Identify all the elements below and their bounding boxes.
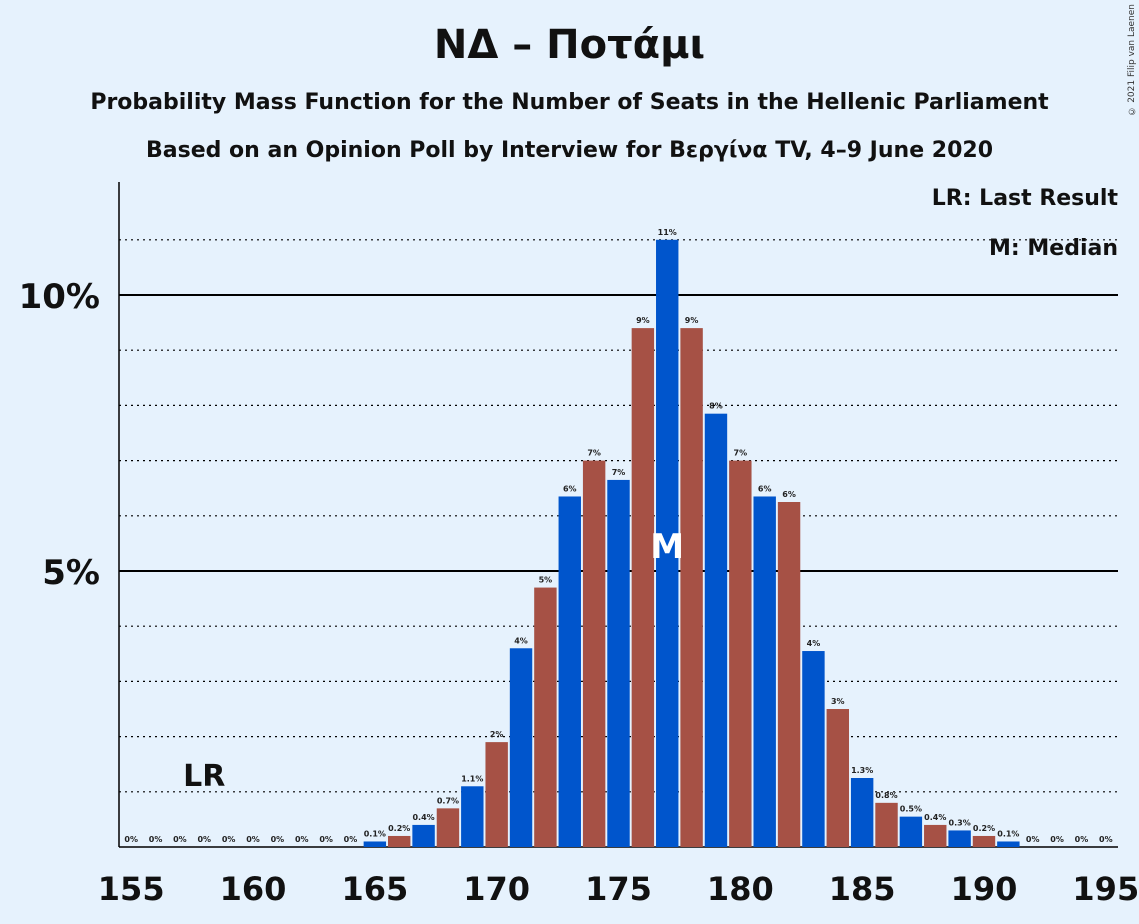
chart-title: ΝΔ – Ποτάμι — [433, 22, 706, 68]
bar-label-188: 0.4% — [924, 813, 946, 822]
bar-label-179: 8% — [709, 402, 723, 411]
bar-label-191: 0.1% — [997, 829, 1019, 838]
last-result-marker: LR — [183, 759, 225, 794]
bar-label-192: 0% — [1026, 835, 1040, 844]
bar-183 — [802, 651, 825, 847]
bar-label-160: 0% — [246, 835, 260, 844]
bar-label-173: 6% — [563, 484, 577, 493]
bar-label-163: 0% — [319, 835, 333, 844]
bar-191 — [997, 841, 1020, 847]
bar-label-170: 2% — [490, 730, 504, 739]
bar-label-166: 0.2% — [388, 824, 410, 833]
bar-170 — [485, 742, 508, 847]
bar-label-194: 0% — [1075, 835, 1089, 844]
bar-167 — [412, 824, 435, 847]
bar-label-171: 4% — [514, 636, 528, 645]
bar-169 — [461, 786, 484, 847]
bar-187 — [899, 816, 923, 847]
bar-label-180: 7% — [734, 449, 748, 458]
bar-label-177: 11% — [658, 228, 677, 237]
x-tick-label: 180 — [707, 870, 774, 908]
bar-label-174: 7% — [587, 449, 601, 458]
y-tick-label: 5% — [42, 553, 100, 593]
bar-173 — [558, 496, 581, 847]
bar-label-183: 4% — [807, 639, 821, 648]
bar-label-155: 0% — [124, 835, 138, 844]
bar-label-189: 0.3% — [949, 818, 971, 827]
y-tick-label: 10% — [19, 277, 100, 317]
bar-166 — [387, 835, 411, 847]
bar-188 — [924, 824, 947, 847]
chart-subtitle: Probability Mass Function for the Number… — [90, 90, 1049, 115]
bar-label-184: 3% — [831, 697, 845, 706]
bar-label-175: 7% — [612, 468, 626, 477]
bar-189 — [948, 830, 971, 847]
x-tick-label: 170 — [463, 870, 530, 908]
median-marker: M — [650, 527, 684, 567]
bar-label-162: 0% — [295, 835, 309, 844]
bar-label-158: 0% — [197, 835, 211, 844]
bar-190 — [972, 835, 996, 847]
bar-178 — [680, 328, 703, 847]
legend-last-result: LR: Last Result — [931, 186, 1118, 211]
bar-label-168: 0.7% — [437, 796, 459, 805]
bar-180 — [729, 460, 752, 847]
bar-label-178: 9% — [685, 316, 699, 325]
bar-168 — [436, 808, 460, 847]
x-tick-label: 155 — [98, 870, 165, 908]
x-tick-label: 160 — [220, 870, 287, 908]
bar-label-195: 0% — [1099, 835, 1113, 844]
x-tick-label: 175 — [585, 870, 652, 908]
bar-label-182: 6% — [782, 490, 796, 499]
bar-label-187: 0.5% — [900, 805, 922, 814]
bar-label-181: 6% — [758, 484, 772, 493]
bar-165 — [363, 841, 387, 847]
bar-label-159: 0% — [222, 835, 236, 844]
x-tick-label: 195 — [1072, 870, 1139, 908]
bar-182 — [777, 502, 801, 847]
bar-label-190: 0.2% — [973, 824, 995, 833]
bar-184 — [826, 709, 850, 847]
bar-label-156: 0% — [149, 835, 163, 844]
bar-label-165: 0.1% — [364, 829, 386, 838]
chart-subtitle-source: Based on an Opinion Poll by Interview fo… — [146, 138, 993, 163]
bar-176 — [631, 328, 655, 847]
bar-label-193: 0% — [1050, 835, 1064, 844]
bar-174 — [582, 460, 606, 847]
bar-185 — [850, 778, 874, 847]
bar-181 — [753, 496, 776, 847]
bar-179 — [704, 413, 728, 847]
bar-177 — [656, 239, 679, 848]
bar-175 — [607, 479, 630, 847]
bar-label-157: 0% — [173, 835, 187, 844]
bar-label-176: 9% — [636, 316, 650, 325]
bar-label-161: 0% — [271, 835, 285, 844]
x-tick-label: 185 — [829, 870, 896, 908]
legend-median: M: Median — [989, 236, 1118, 261]
bar-label-164: 0% — [344, 835, 358, 844]
bar-172 — [534, 587, 557, 847]
bar-186 — [875, 802, 898, 847]
bar-label-169: 1.1% — [461, 774, 483, 783]
x-tick-label: 165 — [341, 870, 408, 908]
bar-label-185: 1.3% — [851, 766, 873, 775]
bar-171 — [509, 648, 533, 847]
x-tick-label: 190 — [951, 870, 1018, 908]
bar-label-172: 5% — [539, 576, 553, 585]
bar-label-167: 0.4% — [412, 813, 434, 822]
bar-label-186: 0.8% — [875, 791, 897, 800]
